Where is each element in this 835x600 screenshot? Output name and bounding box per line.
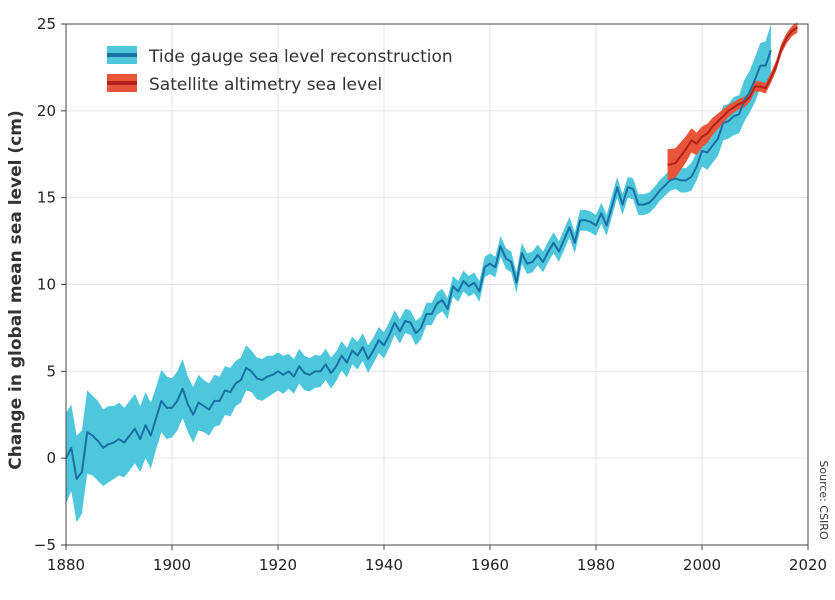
- line-satellite: [667, 26, 798, 166]
- band-tide-gauge: [66, 24, 771, 523]
- legend-item-tide-gauge: Tide gauge sea level reconstruction: [107, 46, 453, 67]
- legend-swatch-satellite-line: [107, 81, 137, 85]
- line-tide-gauge: [65, 49, 772, 481]
- y-axis-title: Change in global mean sea level (cm): [6, 110, 26, 470]
- y-tick-label: 15: [37, 189, 56, 207]
- series-lines: [65, 26, 798, 481]
- legend-label-tide-gauge: Tide gauge sea level reconstruction: [148, 47, 453, 67]
- x-tick-label: 2020: [789, 556, 827, 574]
- legend-item-satellite: Satellite altimetry sea level: [107, 74, 382, 95]
- x-tick-label: 1880: [47, 556, 85, 574]
- y-tick-label: −5: [34, 536, 56, 554]
- x-tick-label: 1900: [153, 556, 191, 574]
- x-tick-label: 1960: [471, 556, 509, 574]
- y-tick-label: 25: [37, 15, 56, 33]
- legend-swatch-tide-gauge-line: [107, 53, 137, 57]
- y-tick-label: 5: [46, 362, 56, 380]
- x-tick-label: 1920: [259, 556, 297, 574]
- uncertainty-bands: [66, 22, 798, 523]
- x-tick-label: 1940: [365, 556, 403, 574]
- x-tick-label: 2000: [683, 556, 721, 574]
- x-tick-label: 1980: [577, 556, 615, 574]
- y-tick-label: 0: [46, 449, 56, 467]
- x-axis: 1880 1900 1920 1940 1960 1980 2000 2020: [47, 545, 827, 574]
- gridlines: [65, 23, 809, 546]
- y-axis: −5 0 5 10 15 20 25: [34, 15, 66, 554]
- y-tick-label: 10: [37, 276, 56, 294]
- source-label: Source: CSIRO: [817, 460, 830, 540]
- legend-label-satellite: Satellite altimetry sea level: [149, 75, 382, 95]
- y-tick-label: 20: [37, 102, 56, 120]
- legend: Tide gauge sea level reconstruction Sate…: [107, 46, 453, 95]
